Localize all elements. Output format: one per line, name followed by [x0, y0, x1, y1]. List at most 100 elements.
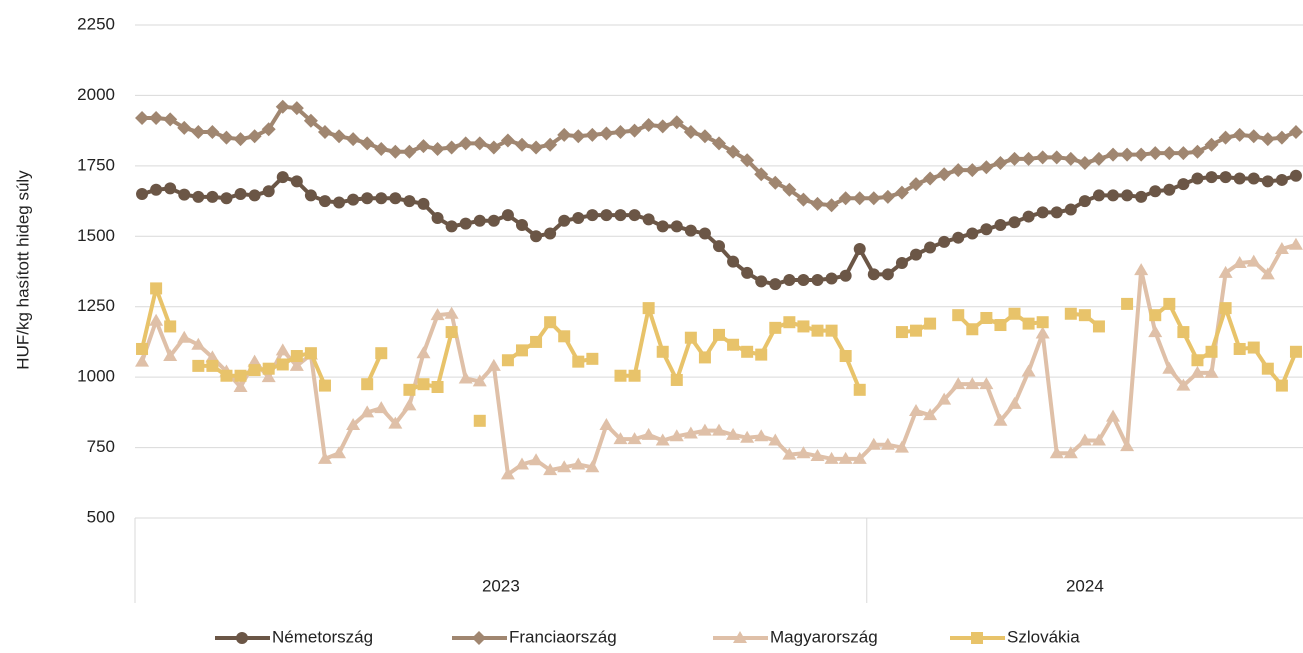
- data-point: [1233, 342, 1246, 355]
- data-point: [403, 383, 416, 396]
- data-point: [768, 433, 783, 446]
- data-point: [755, 275, 768, 288]
- data-point: [839, 269, 852, 282]
- data-point: [290, 175, 303, 188]
- data-point: [1218, 265, 1233, 278]
- data-point: [910, 248, 923, 261]
- data-point: [1077, 433, 1092, 446]
- data-point: [303, 113, 318, 128]
- data-point: [318, 379, 331, 392]
- data-point: [797, 320, 810, 333]
- data-point: [445, 220, 458, 233]
- data-point: [276, 171, 289, 184]
- data-point: [458, 136, 473, 151]
- data-point: [289, 101, 304, 116]
- data-point: [247, 354, 262, 367]
- data-point: [923, 408, 938, 421]
- data-point: [966, 227, 979, 240]
- data-point: [713, 328, 725, 341]
- data-point: [290, 350, 303, 363]
- data-point: [952, 231, 965, 244]
- data-point: [1064, 307, 1077, 320]
- data-point: [332, 446, 347, 459]
- legend-label: Szlovákia: [1007, 627, 1080, 646]
- data-point: [304, 347, 317, 360]
- data-point: [1191, 354, 1204, 367]
- data-point: [473, 214, 486, 227]
- data-point: [262, 185, 275, 198]
- data-point: [853, 383, 866, 396]
- data-point: [472, 374, 487, 387]
- data-point: [149, 313, 164, 326]
- data-point: [402, 398, 417, 411]
- data-point: [727, 338, 740, 351]
- data-point: [374, 141, 389, 156]
- data-point: [1204, 365, 1219, 378]
- data-point: [993, 413, 1008, 426]
- data-point: [585, 460, 600, 473]
- data-point: [1288, 125, 1303, 140]
- data-point: [1106, 409, 1121, 422]
- data-point: [163, 112, 178, 127]
- data-point: [177, 330, 192, 343]
- data-point: [276, 358, 289, 371]
- data-point: [993, 156, 1008, 171]
- data-point: [1162, 361, 1177, 374]
- data-point: [586, 209, 599, 222]
- data-point: [994, 319, 1007, 332]
- data-point: [543, 137, 558, 152]
- data-point: [684, 331, 697, 344]
- data-point: [572, 211, 585, 224]
- data-point: [1021, 364, 1036, 377]
- data-point: [1233, 172, 1246, 185]
- data-point: [825, 272, 838, 285]
- data-point: [1149, 309, 1162, 322]
- data-point: [150, 282, 163, 295]
- legend-marker: [733, 631, 747, 643]
- data-point: [431, 211, 444, 224]
- data-point: [741, 345, 754, 358]
- data-point: [1091, 151, 1106, 166]
- data-point: [1120, 147, 1135, 162]
- data-point: [318, 195, 331, 208]
- data-point: [388, 144, 403, 159]
- data-point: [402, 144, 417, 159]
- data-point: [177, 120, 192, 135]
- data-point: [459, 217, 472, 230]
- data-point: [838, 191, 853, 206]
- legend-label: Németország: [272, 627, 373, 646]
- data-point: [375, 347, 388, 360]
- data-point: [783, 273, 796, 286]
- data-point: [1260, 132, 1275, 147]
- data-point: [1120, 439, 1135, 452]
- data-point: [909, 177, 924, 192]
- data-point: [1246, 254, 1261, 267]
- data-point: [529, 140, 544, 155]
- data-point: [1274, 130, 1289, 145]
- data-point: [670, 373, 683, 386]
- y-tick-label: 1500: [77, 226, 115, 245]
- data-point: [938, 235, 951, 248]
- data-point: [741, 266, 754, 279]
- data-point: [206, 359, 219, 372]
- data-point: [979, 377, 994, 390]
- data-point: [937, 167, 952, 182]
- data-point: [951, 163, 966, 178]
- data-point: [866, 191, 881, 206]
- data-point: [557, 127, 572, 142]
- data-point: [1149, 185, 1162, 198]
- data-point: [1049, 150, 1064, 165]
- data-point: [1163, 183, 1176, 196]
- data-point: [852, 191, 867, 206]
- data-point: [924, 317, 937, 330]
- data-point: [980, 223, 993, 236]
- data-point: [810, 196, 825, 211]
- data-point: [219, 130, 234, 145]
- data-point: [712, 423, 726, 436]
- data-point: [571, 129, 586, 144]
- data-point: [755, 348, 768, 361]
- data-point: [628, 369, 641, 382]
- data-point: [1219, 171, 1232, 184]
- data-point: [796, 446, 811, 459]
